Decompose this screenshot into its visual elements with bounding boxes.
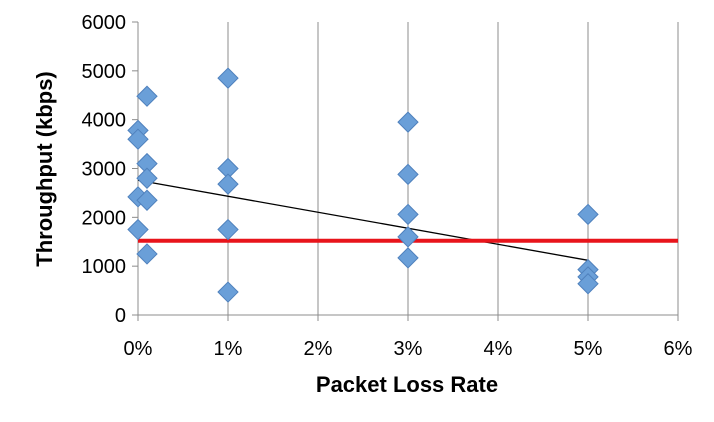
x-tick-label: 3% bbox=[394, 338, 423, 360]
y-tick-label: 1000 bbox=[82, 256, 127, 278]
grid-lines bbox=[227, 22, 679, 315]
data-point bbox=[136, 243, 158, 265]
data-point bbox=[217, 67, 239, 89]
y-tick-label: 4000 bbox=[82, 110, 127, 132]
y-tick-labels: 0 1000 2000 3000 4000 5000 6000 bbox=[82, 12, 127, 327]
x-tick-label: 2% bbox=[304, 338, 333, 360]
x-tick-label: 0% bbox=[124, 338, 153, 360]
x-tick-label: 5% bbox=[574, 338, 603, 360]
y-tick-label: 6000 bbox=[82, 12, 127, 34]
y-tick-label: 2000 bbox=[82, 207, 127, 229]
data-point bbox=[217, 173, 239, 195]
trendline-layer bbox=[137, 179, 589, 261]
data-point bbox=[127, 128, 149, 150]
data-point bbox=[217, 281, 239, 303]
data-points bbox=[127, 67, 599, 303]
x-tick-labels: 0% 1% 2% 3% 4% 5% 6% bbox=[124, 338, 693, 360]
x-tick-label: 4% bbox=[484, 338, 513, 360]
y-tick-label: 0 bbox=[115, 305, 126, 327]
y-axis-title: Throughput (kbps) bbox=[32, 71, 57, 267]
data-point bbox=[397, 111, 419, 133]
data-point bbox=[136, 167, 158, 189]
x-tick-label: 6% bbox=[664, 338, 693, 360]
trendline bbox=[137, 179, 589, 261]
data-point bbox=[577, 203, 599, 226]
data-point bbox=[397, 203, 419, 226]
data-point bbox=[217, 218, 239, 241]
data-point bbox=[136, 85, 158, 107]
axes bbox=[132, 21, 679, 321]
y-tick-label: 3000 bbox=[82, 159, 127, 181]
data-point bbox=[397, 226, 419, 248]
x-axis-title: Packet Loss Rate bbox=[316, 372, 498, 397]
data-point bbox=[136, 189, 158, 211]
y-tick-label: 5000 bbox=[82, 61, 127, 83]
data-point bbox=[577, 273, 599, 295]
data-point bbox=[397, 247, 419, 269]
data-point bbox=[397, 163, 419, 186]
x-tick-label: 1% bbox=[214, 338, 243, 360]
data-point bbox=[127, 218, 149, 241]
